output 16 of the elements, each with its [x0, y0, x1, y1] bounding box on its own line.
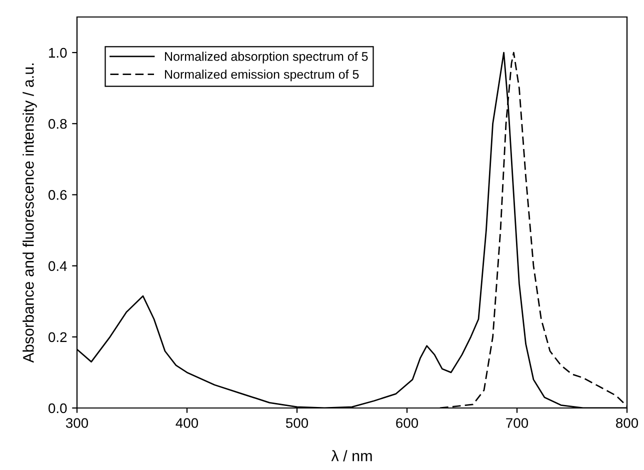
x-tick-label: 500	[286, 418, 308, 428]
y-tick-label: 0.2	[48, 332, 67, 342]
y-axis-title: Absorbance and fluorescence intensity / a.u.	[22, 64, 37, 363]
x-tick-label: 800	[616, 418, 638, 428]
y-tick-label: 0.8	[48, 118, 67, 129]
legend-label: Normalized emission spectrum of 5	[165, 70, 359, 82]
x-tick-label: 700	[506, 418, 528, 428]
y-tick-label: 0.6	[48, 190, 67, 200]
x-axis-title: λ / nm	[331, 450, 372, 462]
y-tick-label: 1.0	[49, 48, 67, 58]
x-tick-label: 300	[66, 418, 88, 428]
legend-label: Normalized absorption spectrum of 5	[165, 52, 368, 64]
x-tick-label: 600	[396, 418, 418, 428]
x-tick-label: 400	[176, 418, 198, 428]
y-tick-label: 0.0	[48, 403, 67, 414]
y-tick-label: 0.4	[48, 261, 67, 271]
